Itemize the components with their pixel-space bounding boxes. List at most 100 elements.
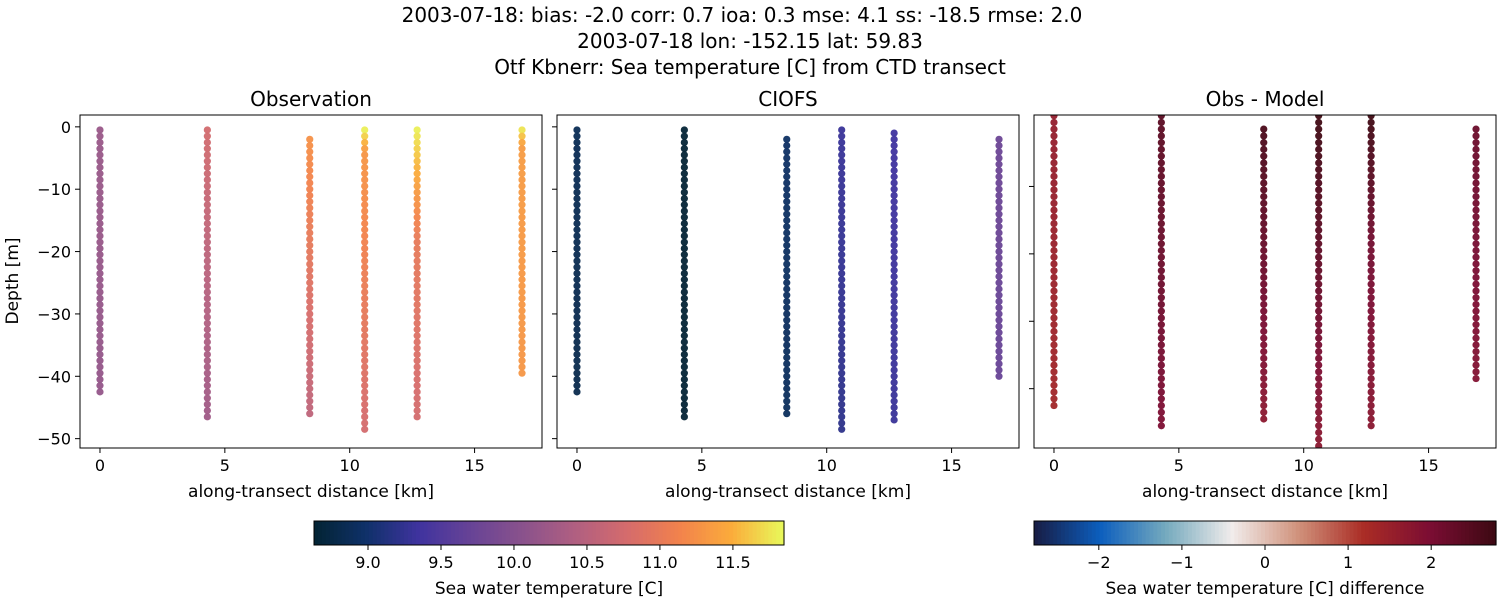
data-point (680, 207, 688, 215)
data-point (838, 294, 846, 302)
data-point (413, 350, 421, 359)
data-point (783, 372, 791, 380)
colorbar-segment (435, 521, 440, 545)
data-point (783, 247, 791, 256)
colorbar-segment (721, 521, 726, 545)
data-point (573, 269, 581, 277)
data-point (1260, 341, 1268, 349)
data-point (1260, 327, 1268, 335)
colorbar-segment (643, 521, 648, 545)
data-point (1315, 139, 1323, 147)
data-point (96, 382, 104, 390)
colorbar-segment (372, 521, 378, 545)
data-point (783, 260, 791, 268)
data-point (1472, 192, 1480, 201)
data-point (573, 194, 581, 203)
colorbar-segment (1172, 521, 1178, 545)
data-point (1050, 192, 1058, 201)
data-point (1050, 233, 1058, 241)
data-point (518, 269, 526, 277)
title-line-3: Otf Kbnerr: Sea temperature [C] from CTD… (494, 55, 1006, 79)
data-point (1260, 354, 1268, 362)
data-point (1260, 368, 1268, 376)
data-point (1315, 401, 1323, 410)
data-point (518, 325, 526, 334)
colorbar-segment (490, 521, 495, 545)
data-point (890, 223, 898, 231)
data-point (203, 145, 211, 153)
data-point (573, 332, 581, 340)
colorbar-segment (1230, 521, 1235, 545)
colorbar-segment (1322, 521, 1328, 545)
data-point (1157, 213, 1165, 221)
colorbar-segment (1372, 521, 1378, 545)
data-point (361, 394, 369, 402)
colorbar-segment (408, 521, 413, 545)
colorbar-tick-label: 0 (1260, 553, 1270, 572)
data-point (361, 207, 369, 215)
data-point (361, 269, 369, 277)
data-point (838, 413, 846, 421)
data-point (573, 344, 581, 352)
data-point (1260, 267, 1268, 275)
data-point (1157, 253, 1165, 261)
data-point (995, 335, 1003, 343)
colorbar-segment (780, 521, 785, 545)
colorbar-segment (764, 521, 769, 545)
data-point (203, 188, 211, 196)
data-point (680, 363, 688, 371)
data-point (1260, 321, 1268, 329)
data-point (361, 132, 369, 140)
data-point (96, 307, 104, 315)
data-point (573, 338, 581, 346)
data-point (783, 166, 791, 175)
data-point (1367, 381, 1375, 389)
data-point (1050, 321, 1058, 329)
data-point (1157, 321, 1165, 329)
data-point (1367, 145, 1375, 153)
colorbar-segment (584, 521, 589, 545)
data-point (573, 226, 581, 234)
data-point (1367, 159, 1375, 167)
data-point (306, 391, 314, 399)
colorbar-segment (462, 521, 468, 545)
data-point (306, 160, 314, 168)
data-point (838, 406, 846, 415)
data-point (1260, 307, 1268, 315)
data-point (680, 300, 688, 309)
colorbar-segment (564, 521, 570, 545)
data-point (1367, 260, 1375, 268)
colorbar-segment (482, 521, 487, 545)
data-point (573, 263, 581, 271)
data-point (96, 163, 104, 171)
data-point (1367, 388, 1375, 396)
colorbar-segment (1188, 521, 1193, 545)
data-point (995, 154, 1003, 162)
data-point (890, 341, 898, 349)
colorbar-segment (337, 521, 343, 545)
data-point (1050, 115, 1058, 120)
scatter-points (573, 126, 1003, 433)
data-point (1050, 280, 1058, 288)
data-point (96, 388, 104, 396)
data-point (1157, 145, 1165, 153)
data-point (573, 357, 581, 365)
data-point (1315, 368, 1323, 376)
colorbar-segment (1049, 521, 1054, 545)
colorbar-segment (333, 521, 339, 545)
colorbar-segment (1072, 521, 1077, 545)
colorbar-segment (1445, 521, 1451, 545)
data-point (203, 163, 211, 171)
axes-frame (79, 114, 543, 449)
data-point (890, 198, 898, 206)
x-axis-label-observation: along-transect distance [km] (188, 482, 434, 502)
data-point (518, 232, 526, 240)
data-point (1472, 206, 1480, 214)
data-point (1472, 280, 1480, 288)
data-point (1050, 240, 1058, 248)
colorbar-segment (1241, 521, 1247, 545)
data-point (361, 188, 369, 196)
colorbar-segment (1253, 521, 1258, 545)
data-point (995, 347, 1003, 355)
colorbar-tick-label: 2 (1426, 553, 1436, 572)
